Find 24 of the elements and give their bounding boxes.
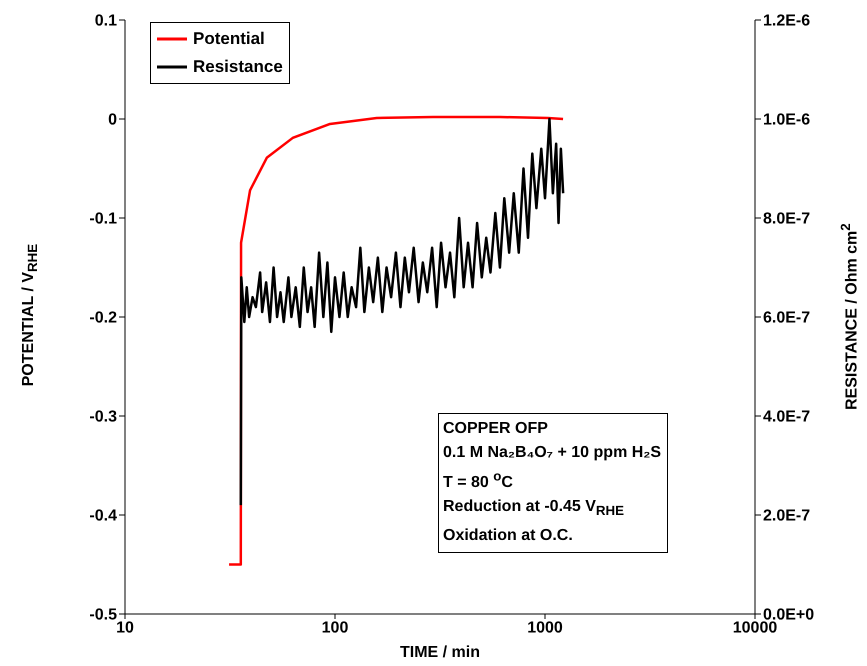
x-tick-label: 1000 [527,619,563,636]
x-tick-label: 100 [322,619,348,636]
y-tick-label: -0.3 [89,408,118,426]
x-tick-label: 10 [116,619,134,636]
y-tick-label: 0 [108,112,118,129]
y2-tick-label: 6.0E-7 [763,310,810,327]
y2-tick-label: 4.0E-7 [763,408,810,426]
annotation: T = 80 $^{o}$C [443,469,513,492]
y-tick-label: 0.1 [94,12,118,30]
annotation: 0.1 M Na₂B₄O₇ + 10 ppm H₂S [443,444,662,461]
y-tick-label: -0.2 [89,310,118,327]
y2-tick-label: 2.0E-7 [763,508,810,525]
legend-label: Potential [193,29,265,49]
x-axis-title: TIME / min [400,644,480,661]
y2-tick-label: 8.0E-7 [763,210,810,228]
annotation: Oxidation at O.C. [443,526,573,544]
y2-tick-label: 1.0E-6 [763,112,810,129]
annotation: Reduction at -0.45 V$_{RHE}$ [443,498,624,519]
y2-tick-label: 1.2E-6 [763,12,810,30]
y-tick-label: -0.1 [89,210,118,228]
y-tick-label: -0.5 [89,606,118,624]
legend-label: Resistance [193,57,283,77]
y-tick-label: -0.4 [89,508,118,525]
annotation: COPPER OFP [443,420,548,437]
